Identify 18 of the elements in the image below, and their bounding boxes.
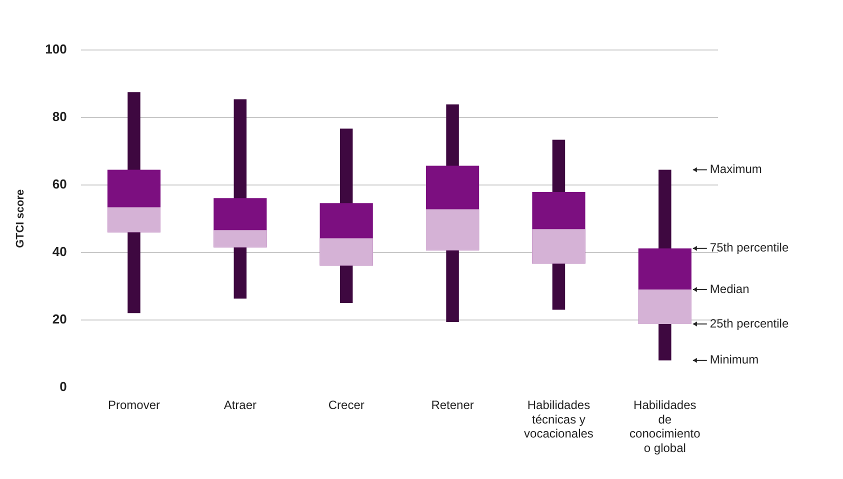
annotation: 75th percentile	[710, 240, 789, 255]
y-tick-label: 100	[45, 42, 67, 57]
y-tick-label: 60	[52, 176, 67, 192]
y-tick-label: 20	[52, 312, 67, 326]
x-tick-label: Crecer	[328, 398, 364, 412]
y-tick-label: 40	[52, 244, 67, 260]
y-tick-label: 0	[60, 378, 67, 394]
annotation: Minimum	[710, 352, 759, 367]
annotation: Maximum	[710, 162, 762, 176]
y-tick-label: 80	[52, 109, 67, 124]
x-tick-label: Atraer	[224, 398, 257, 412]
x-tick-label: Retener	[431, 398, 474, 412]
x-tick-label: Promover	[108, 398, 160, 412]
x-tick-label: Habilidades técnicas y vocacionales	[524, 398, 594, 441]
x-tick-label: Habilidades de conocimiento o global	[630, 398, 701, 456]
annotation: Median	[710, 282, 750, 296]
annotation: 25th percentile	[710, 316, 789, 330]
y-axis-title: GTCI score	[14, 189, 27, 248]
